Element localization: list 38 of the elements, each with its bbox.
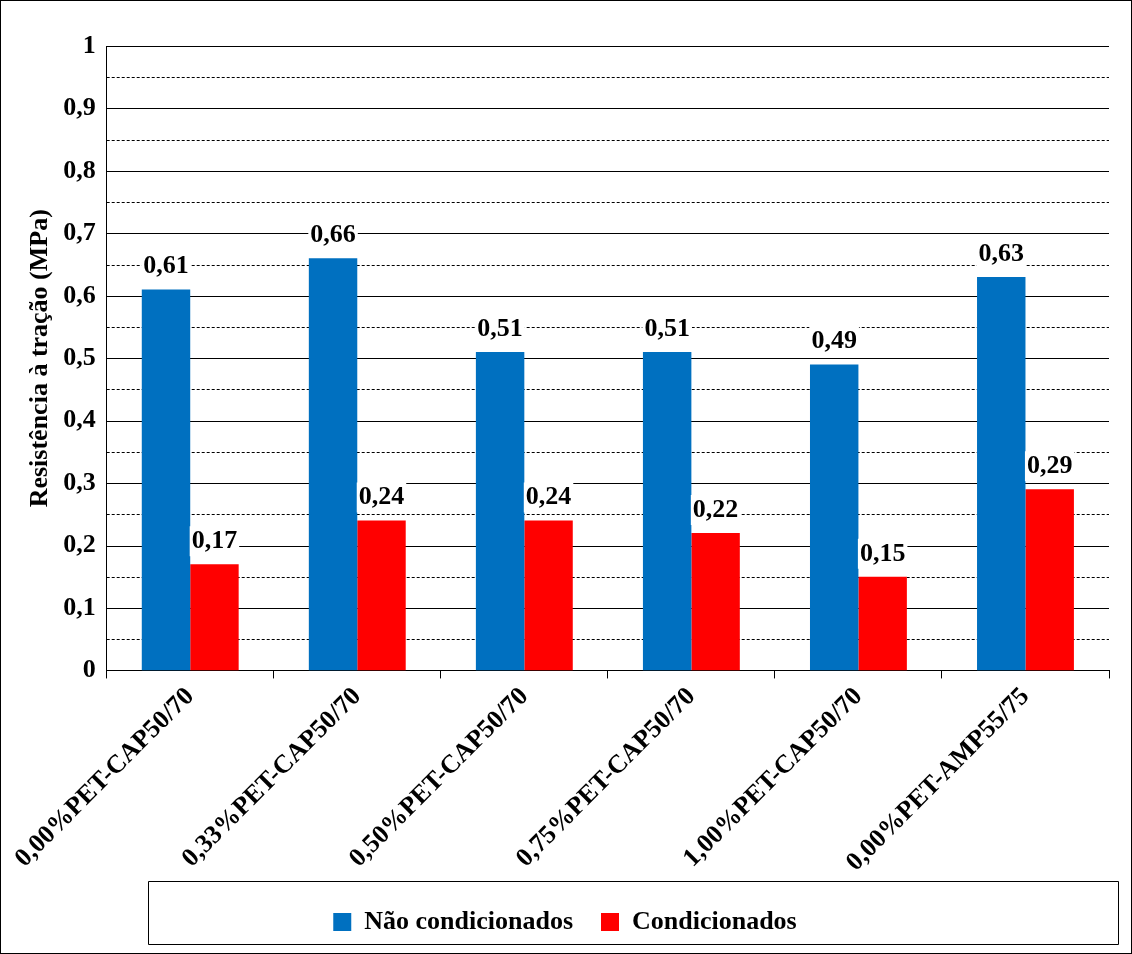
legend-label: Condicionados: [632, 905, 797, 935]
bar: [190, 564, 239, 671]
bar: [691, 533, 740, 671]
text: 0,49: [811, 325, 857, 355]
text: 0,51: [644, 312, 690, 342]
bar: [475, 351, 525, 671]
bar: [357, 520, 406, 671]
y-tick-label: 0,5: [63, 341, 96, 371]
y-tick-label: 0,2: [63, 529, 96, 559]
text: 0,29: [1026, 450, 1073, 480]
text: 0,24: [358, 481, 405, 511]
y-tick-label: 0,9: [63, 92, 96, 122]
bar: [524, 520, 573, 671]
y-tick-label: 0,7: [63, 217, 96, 247]
y-tick-label: 0,3: [63, 466, 96, 496]
legend-label: Não condicionados: [364, 905, 574, 935]
text: 0,66: [310, 219, 356, 249]
text: 0,61: [143, 250, 189, 280]
bar: [1025, 489, 1074, 671]
text: 0,63: [978, 237, 1024, 267]
y-tick-label: 0,1: [63, 591, 96, 621]
bar: [977, 277, 1026, 671]
bar: [308, 258, 358, 671]
bar: [809, 364, 859, 671]
bar: [642, 351, 692, 671]
y-tick-label: 0,6: [63, 279, 96, 309]
text: 0,22: [692, 493, 739, 523]
y-axis-title: Resistência à tração (MPa): [24, 209, 54, 508]
text: 0,51: [477, 312, 523, 342]
text: 0,24: [525, 481, 572, 511]
bar: [141, 289, 191, 671]
y-tick-label: 1: [82, 29, 96, 59]
y-tick-label: 0,8: [63, 154, 96, 184]
text: 0,15: [859, 537, 906, 567]
y-tick-label: 0: [82, 654, 96, 684]
bar: [858, 576, 907, 671]
y-tick-label: 0,4: [63, 404, 96, 434]
text: 0,17: [191, 525, 238, 555]
